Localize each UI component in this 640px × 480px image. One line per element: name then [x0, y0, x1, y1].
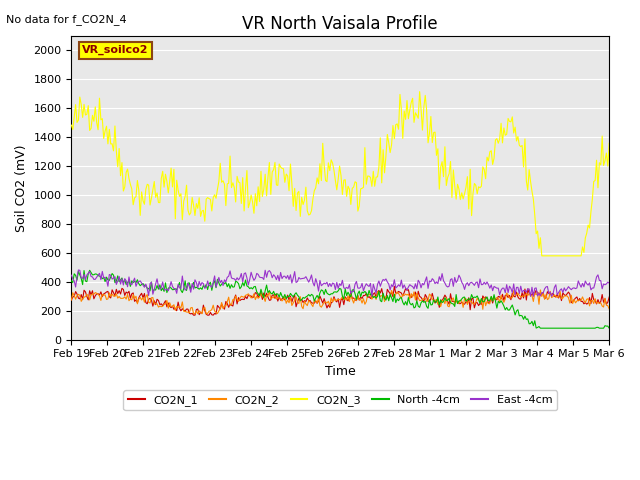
- Text: VR_soilco2: VR_soilco2: [82, 45, 148, 55]
- Y-axis label: Soil CO2 (mV): Soil CO2 (mV): [15, 144, 28, 232]
- Legend: CO2N_1, CO2N_2, CO2N_3, North -4cm, East -4cm: CO2N_1, CO2N_2, CO2N_3, North -4cm, East…: [124, 390, 557, 410]
- X-axis label: Time: Time: [325, 365, 356, 378]
- Text: No data for f_CO2N_4: No data for f_CO2N_4: [6, 14, 127, 25]
- Title: VR North Vaisala Profile: VR North Vaisala Profile: [243, 15, 438, 33]
